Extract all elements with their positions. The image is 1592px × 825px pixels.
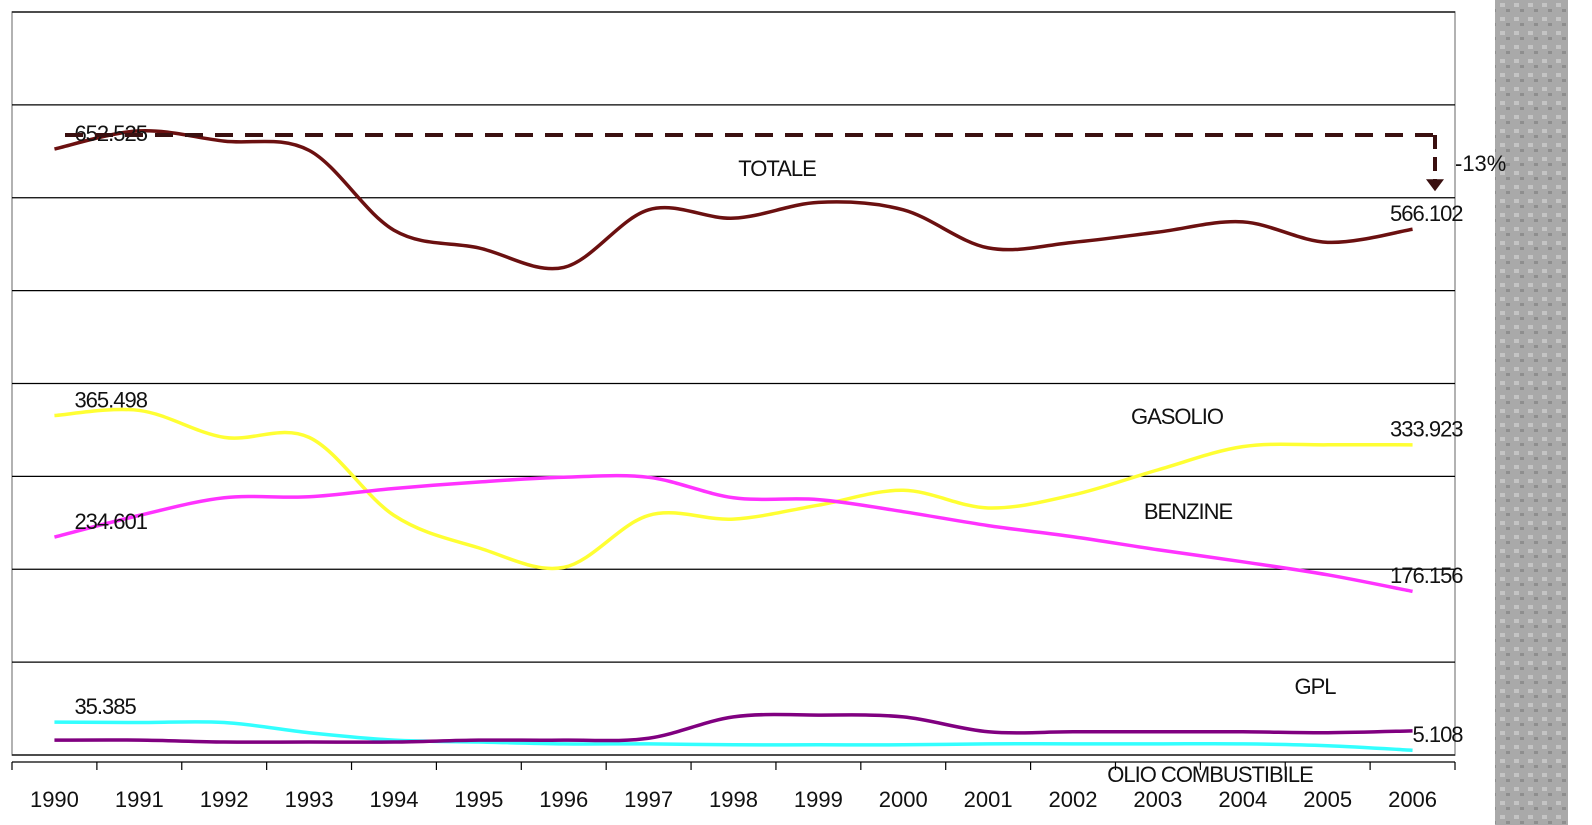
data-label: 176.156 [1390,563,1463,588]
x-tick-label: 2005 [1303,787,1352,812]
page: {"chart_data": {"type": "line", "categor… [0,0,1592,825]
x-tick-label: 1991 [115,787,164,812]
x-tick-label: 2000 [879,787,928,812]
data-label: 234.601 [74,509,147,534]
x-tick-label: 1998 [709,787,758,812]
x-tick-label: 1990 [30,787,79,812]
chart: 1990 1991 1992 1993 1994 1995 1996 1997 1998 1999… [0,0,1592,825]
data-label: 35.385 [74,694,136,719]
series-name: OLIO COMBUSTIBILE [1107,762,1313,787]
data-label: 333.923 [1390,417,1463,442]
series-name: BENZINE [1144,499,1233,524]
series-name: GASOLIO [1131,404,1224,429]
x-tick-label: 2006 [1388,787,1437,812]
series-name: GPL [1294,674,1336,699]
x-tick-label: 1993 [285,787,334,812]
x-tick-label: 1992 [200,787,249,812]
data-label: 5.108 [1412,722,1463,747]
annotation: -13% [1455,151,1506,176]
x-tick-label: 1994 [369,787,418,812]
x-tick-label: 2004 [1218,787,1267,812]
x-tick-label: 2002 [1049,787,1098,812]
x-tick-label: 1999 [794,787,843,812]
photo-strip [1495,0,1568,825]
x-tick-label: 1996 [539,787,588,812]
x-tick-label: 1995 [454,787,503,812]
series-name: TOTALE [738,156,816,181]
data-label: 365.498 [74,387,147,412]
x-tick-label: 1997 [624,787,673,812]
data-label: 566.102 [1390,201,1463,226]
x-tick-label: 2003 [1133,787,1182,812]
x-tick-label: 2001 [964,787,1013,812]
